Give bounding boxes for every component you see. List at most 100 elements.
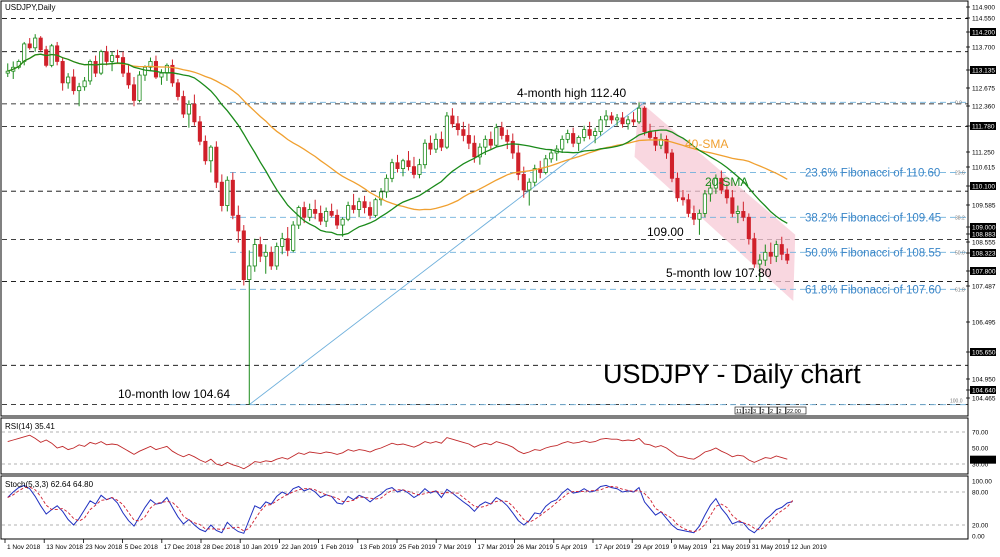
date-tag-box-2 [751, 406, 761, 415]
price-tick-10: 110.100 [972, 184, 995, 191]
candle-body-0 [5, 70, 10, 74]
candle-body-57 [318, 212, 323, 222]
candle-body-12 [71, 76, 76, 92]
price-tag-bg-13 [970, 230, 996, 238]
candle-body-127 [702, 193, 707, 214]
price-tag-bg-10 [970, 182, 996, 190]
candle-body-81 [450, 115, 455, 125]
date-tag-3: 2 [762, 409, 765, 415]
x-tick-14: 5 Apr 2019 [556, 544, 588, 551]
rsi-tick-1: 50.00 [972, 446, 989, 453]
candle-body-112 [620, 117, 625, 125]
candle-body-9 [55, 45, 60, 62]
candle-body-121 [669, 152, 675, 179]
candle-body-31 [175, 82, 180, 97]
fib-tag-0: 23.6 [955, 170, 965, 176]
candle-body-133 [735, 211, 740, 214]
candle-body-128 [708, 187, 713, 195]
candle-body-41 [230, 179, 235, 216]
candle-body-47 [263, 251, 268, 257]
candle-body-28 [159, 72, 164, 78]
date-tag-1: 12 [745, 409, 751, 415]
candle-body-48 [269, 251, 274, 267]
candle-body-115 [636, 107, 642, 123]
candle-body-56 [313, 209, 318, 214]
candle-body-26 [148, 61, 153, 68]
candle-body-72 [400, 160, 406, 169]
candle-body-78 [433, 138, 438, 150]
candle-body-94 [521, 174, 526, 191]
candle-body-62 [346, 205, 351, 220]
candle-body-13 [77, 86, 82, 92]
candle-body-139 [768, 251, 773, 257]
candle-body-88 [488, 138, 493, 146]
label-40-sma: 40-SMA [685, 137, 728, 151]
price-tick-6: 112.360 [972, 104, 995, 111]
candle-body-116 [642, 107, 647, 132]
candle-body-7 [44, 49, 49, 66]
date-tag-box-6 [785, 406, 807, 415]
annotation-4-month-high: 4-month high 112.40 [517, 86, 627, 100]
fib-tag-bottom: 100.0 [950, 399, 963, 405]
candle-body-126 [697, 212, 702, 220]
candle-body-49 [274, 246, 279, 267]
candle-body-8 [49, 45, 54, 66]
candle-body-74 [411, 166, 417, 175]
candle-body-105 [582, 129, 587, 138]
x-tick-4: 17 Dec 2018 [164, 544, 201, 551]
candle-body-107 [593, 131, 598, 136]
candle-body-45 [252, 244, 257, 267]
candle-body-124 [686, 199, 691, 214]
candle-body-24 [137, 74, 142, 101]
date-tag-0: 11 [736, 409, 742, 415]
candle-body-137 [757, 259, 762, 265]
candle-body-46 [258, 244, 263, 257]
candle-body-99 [549, 152, 554, 160]
candle-body-37 [208, 146, 213, 162]
candle-body-69 [384, 177, 389, 193]
candle-body-68 [378, 191, 384, 201]
candle-body-93 [516, 152, 521, 175]
candle-body-36 [203, 140, 208, 162]
x-tick-16: 29 Apr 2019 [634, 544, 669, 551]
price-tick-12: 109.000 [972, 225, 996, 232]
price-tick-20: 104.950 [972, 377, 996, 384]
candle-body-50 [280, 238, 285, 247]
rsi-line [7, 434, 788, 470]
candle-body-113 [626, 119, 631, 125]
candle-body-118 [653, 137, 658, 146]
sma-20-line [7, 53, 788, 236]
x-tick-8: 1 Feb 2019 [321, 544, 354, 551]
candle-body-6 [38, 37, 43, 51]
rsi-label: RSI(14) 35.41 [5, 422, 55, 431]
candle-body-27 [153, 61, 159, 78]
candle-body-130 [719, 177, 724, 191]
x-tick-11: 7 Mar 2019 [438, 544, 471, 551]
candle-body-73 [406, 160, 411, 168]
candle-body-19 [109, 55, 115, 62]
date-tag-4: 2 [770, 409, 773, 415]
fib-tag-top: 0.0 [955, 100, 962, 106]
price-tick-9: 110.615 [972, 165, 995, 172]
date-tag-box-0 [734, 406, 744, 415]
candle-body-85 [472, 142, 477, 158]
candle-body-77 [428, 142, 433, 150]
stoch-tick-1: 80.00 [972, 490, 989, 497]
x-tick-9: 13 Feb 2019 [360, 544, 397, 551]
fib-label-3: 61.8% Fibonacci of 107.60 [805, 284, 941, 296]
candle-body-109 [604, 115, 609, 121]
candle-body-59 [329, 211, 334, 216]
candle-body-43 [241, 230, 246, 280]
rsi-tick-2: 30.00 [972, 462, 989, 469]
price-tick-1: 114.550 [972, 16, 995, 23]
candle-body-20 [115, 55, 120, 58]
price-tick-16: 107.800 [972, 269, 996, 276]
candle-body-18 [104, 51, 109, 62]
candle-body-136 [752, 238, 757, 265]
candle-body-21 [120, 57, 126, 74]
candle-body-129 [713, 177, 718, 189]
candle-body-98 [543, 158, 548, 173]
date-tag-box-4 [768, 406, 778, 415]
annotation-5-month-low: 5-month low 107.80 [666, 266, 772, 280]
price-tag-bg-12 [970, 223, 996, 231]
